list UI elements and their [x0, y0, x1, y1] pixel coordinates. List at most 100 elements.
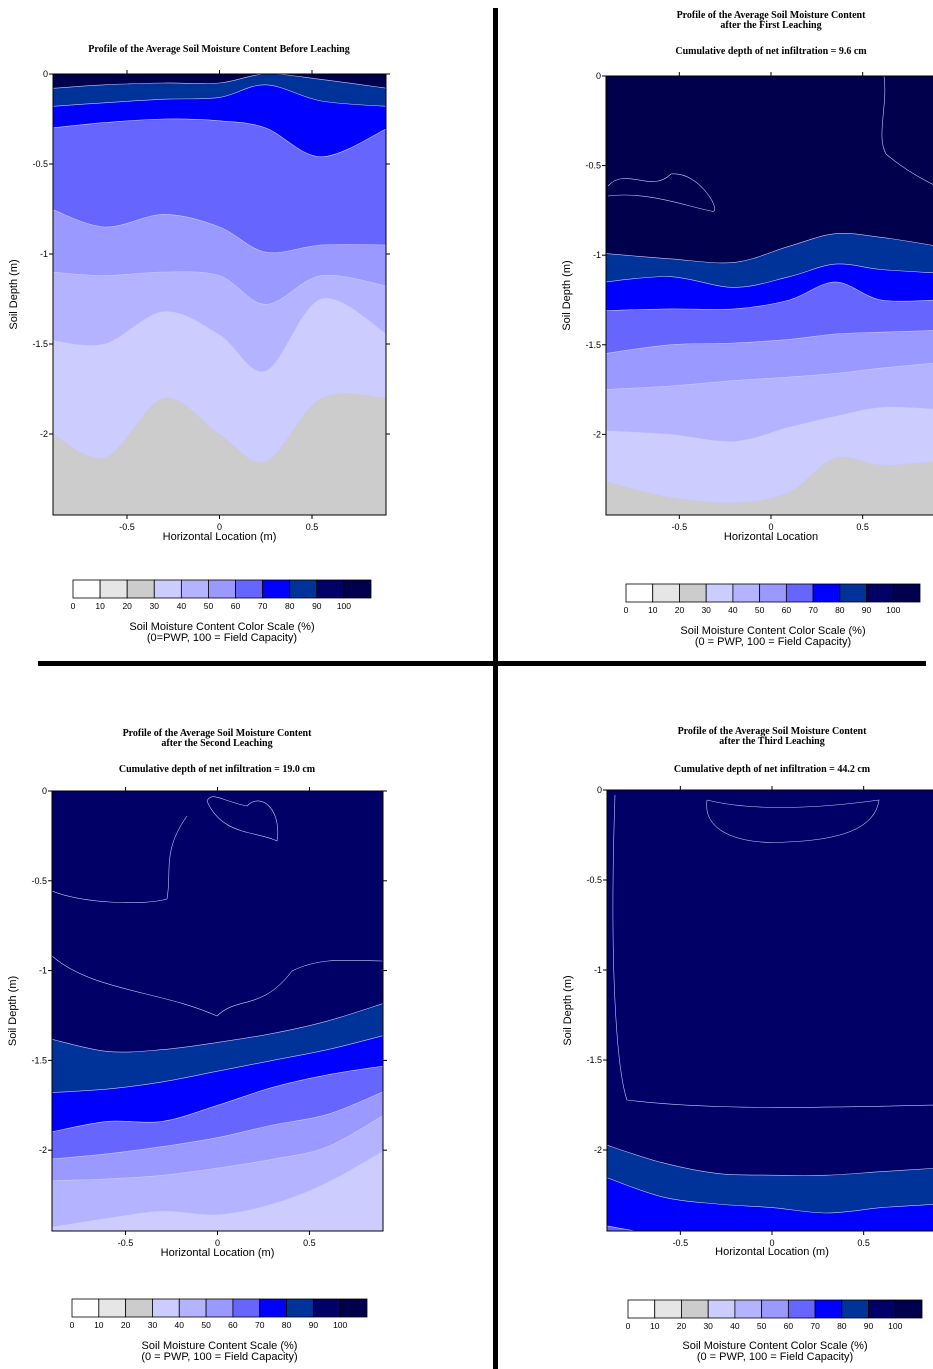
scale-swatch [866, 583, 894, 603]
scale-label: 70 [808, 605, 818, 615]
panel-subtitle: Cumulative depth of net infiltration = 4… [673, 764, 871, 775]
x-axis-label: Horizontal Location (m) [715, 1246, 829, 1258]
scale-label: 80 [835, 605, 845, 615]
scale-label: 70 [258, 601, 268, 611]
scale-swatch [125, 1298, 153, 1318]
scale-swatch [652, 583, 680, 603]
moisture-band [607, 1145, 933, 1231]
scale-swatch [152, 1298, 180, 1318]
scale-label: 30 [703, 1321, 713, 1331]
moisture-band [606, 282, 933, 515]
scale-label: 20 [677, 1321, 687, 1331]
x-tick-label: -0.5 [118, 1238, 134, 1248]
scale-label: 60 [231, 601, 241, 611]
isoline [606, 456, 933, 503]
scale-swatch [180, 579, 209, 599]
x-tick-label: 0 [215, 1238, 220, 1248]
scale-label: 100 [333, 1320, 347, 1330]
y-tick-label: -0.5 [32, 159, 48, 169]
isoline [606, 263, 933, 288]
plot-frame [51, 790, 384, 1232]
x-tick-label: 0.5 [303, 1238, 316, 1248]
isoline [706, 799, 880, 843]
scale-label: 100 [886, 605, 900, 615]
isoline [52, 1035, 383, 1093]
scale-label: 60 [228, 1320, 238, 1330]
scale-swatch [787, 1299, 816, 1319]
scale-label: 10 [648, 605, 658, 615]
moisture-band [606, 263, 933, 515]
scale-label: 30 [150, 601, 160, 611]
scale-swatch [814, 1299, 843, 1319]
scale-swatch [289, 579, 318, 599]
scale-swatch [205, 1298, 234, 1318]
scale-swatch [232, 1298, 261, 1318]
horizontal-divider [38, 661, 926, 666]
y-axis-label: Soil Depth (m) [7, 976, 19, 1046]
scale-caption-line: Soil Moisture Content Color Scale (%) [129, 621, 315, 633]
plot-frame [52, 73, 387, 516]
scale-label: 60 [784, 1321, 794, 1331]
isoline [612, 794, 933, 1108]
y-tick-label: 0 [597, 785, 602, 795]
scale-swatch [72, 579, 101, 599]
panel-title-line: Profile of the Average Soil Moisture Con… [676, 10, 866, 21]
scale-label: 10 [95, 601, 105, 611]
scale-swatch [654, 1299, 682, 1319]
scale-label: 0 [71, 601, 76, 611]
scale-swatch [99, 579, 128, 599]
scale-swatch [208, 579, 236, 599]
scale-swatch [312, 1298, 341, 1318]
moisture-band [606, 456, 933, 515]
moisture-band [53, 74, 386, 515]
moisture-band-top [606, 76, 933, 515]
isoline [606, 233, 933, 264]
scale-swatch [259, 1298, 287, 1318]
scale-swatch [892, 583, 921, 603]
x-tick-label: 0 [217, 522, 222, 532]
isoline [606, 281, 933, 311]
scale-label: 80 [837, 1321, 847, 1331]
scale-label: 0 [626, 1321, 631, 1331]
scale-swatch [98, 1298, 127, 1318]
moisture-band [52, 1151, 383, 1231]
scale-label: 60 [782, 605, 792, 615]
moisture-band [52, 1066, 383, 1231]
scale-caption-line: (0 = PWP, 100 = Field Capacity) [694, 636, 852, 648]
scale-label: 70 [255, 1320, 265, 1330]
scale-label: 40 [177, 601, 187, 611]
x-tick-label: 0 [768, 522, 773, 532]
x-tick-label: 0 [769, 1238, 774, 1248]
plot-frame [606, 789, 933, 1232]
scale-swatch [839, 583, 867, 603]
moisture-band [53, 271, 386, 515]
vertical-divider [493, 8, 498, 1369]
scale-swatch [286, 1298, 314, 1318]
scale-label: 100 [337, 601, 351, 611]
panel-title-line: after the First Leaching [720, 20, 822, 31]
plot-frame [605, 75, 933, 516]
scale-label: 90 [309, 1320, 319, 1330]
scale-label: 90 [862, 605, 872, 615]
scale-swatch [759, 583, 787, 603]
isoline [52, 1091, 383, 1160]
isoline [53, 393, 386, 463]
scale-caption-line: (0 = PWP, 100 = Field Capacity) [141, 1351, 298, 1363]
isoline [52, 1151, 383, 1228]
panel-title-line: Profile of the Average Soil Moisture Con… [88, 44, 350, 55]
scale-label: 30 [701, 605, 711, 615]
isoline [53, 118, 386, 158]
moisture-band-top [607, 790, 933, 1231]
scale-caption-line: (0 = PWP, 100 = Field Capacity) [696, 1351, 854, 1363]
scale-swatch [339, 1298, 368, 1318]
scale-label: 40 [175, 1320, 185, 1330]
y-tick-label: -2 [594, 1145, 602, 1155]
scale-label: 80 [282, 1320, 292, 1330]
moisture-band [52, 1003, 383, 1231]
scale-swatch [707, 1299, 736, 1319]
moisture-band [607, 1177, 933, 1231]
scale-swatch [734, 1299, 763, 1319]
scale-label: 20 [675, 605, 685, 615]
